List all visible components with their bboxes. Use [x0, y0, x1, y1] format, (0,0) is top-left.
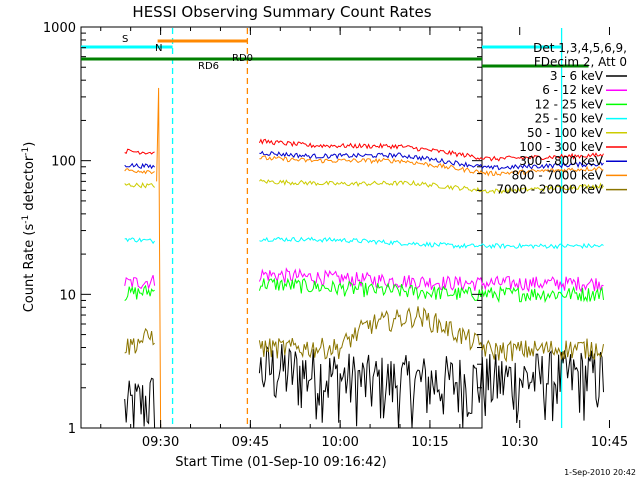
series-line	[259, 236, 604, 250]
series-line	[124, 162, 155, 170]
legend-header: Det 1,3,4,5,6,9,	[533, 41, 627, 55]
series-line	[124, 148, 155, 155]
series-line	[124, 327, 155, 355]
series-spike	[156, 87, 162, 429]
legend-label: 3 - 6 keV	[550, 69, 604, 83]
series-line	[124, 284, 155, 301]
series-line	[258, 344, 604, 429]
legend-label: 300 - 800 keV	[519, 154, 603, 168]
x-tick-label: 10:45	[591, 435, 628, 450]
chart-title: HESSI Observing Summary Count Rates	[132, 3, 431, 21]
y-tick-label: 1	[68, 422, 76, 437]
y-tick-label: 1000	[43, 21, 76, 36]
series-line	[124, 275, 156, 291]
series-line	[259, 150, 604, 171]
series-line	[258, 306, 604, 363]
legend-label: 6 - 12 keV	[542, 83, 604, 97]
y-label-part: detector	[22, 155, 37, 215]
axis-ticks: 09:30 09:45 10:00 10:15 10:30 10:45 1 10 100 1000	[43, 21, 628, 450]
legend-label: 12 - 25 keV	[535, 97, 604, 111]
flag-label: N	[155, 43, 162, 54]
series-line	[258, 267, 604, 293]
y-label-sup: -1	[21, 215, 31, 224]
legend-label: 7000 - 20000 keV	[496, 183, 603, 197]
footer-timestamp: 1-Sep-2010 20:42	[564, 468, 636, 477]
legend-label: 25 - 50 keV	[535, 112, 604, 126]
y-tick-label: 100	[51, 155, 76, 170]
series-line	[124, 182, 155, 189]
plot-frame	[80, 26, 483, 429]
x-tick-label: 10:15	[411, 435, 448, 450]
legend-label: 800 - 7000 keV	[512, 168, 604, 182]
legend-label: 100 - 300 keV	[519, 140, 603, 154]
series-line	[124, 377, 156, 429]
legend: Det 1,3,4,5,6,9, FDecim 2, Att 0 3 - 6 k…	[496, 41, 627, 197]
x-tick-label: 09:45	[232, 435, 269, 450]
x-tick-label: 10:30	[501, 435, 538, 450]
x-tick-label: 09:30	[142, 435, 179, 450]
flag-label: RD6	[198, 61, 219, 72]
legend-header: FDecim 2, Att 0	[534, 55, 627, 69]
series-line	[124, 237, 156, 245]
series-line	[259, 155, 604, 177]
x-tick-label: 10:00	[321, 435, 358, 450]
flag-label: RD0	[232, 53, 253, 64]
flag-bars: S N RD0 RD6	[81, 34, 589, 72]
series-line	[124, 168, 155, 175]
y-label-part: )	[22, 142, 37, 147]
series-line	[259, 178, 604, 195]
legend-label: 50 - 100 keV	[527, 126, 604, 140]
flag-label: S	[122, 34, 128, 45]
series-layer	[124, 87, 604, 429]
y-tick-label: 10	[59, 288, 76, 303]
series-line	[258, 277, 604, 304]
x-axis-label: Start Time (01-Sep-10 09:16:42)	[175, 455, 386, 470]
y-label-part: Count Rate (s	[22, 224, 37, 313]
y-axis-label: Count Rate (s-1 detector-1)	[21, 142, 37, 313]
y-label-sup: -1	[21, 147, 31, 156]
series-line	[258, 138, 604, 162]
